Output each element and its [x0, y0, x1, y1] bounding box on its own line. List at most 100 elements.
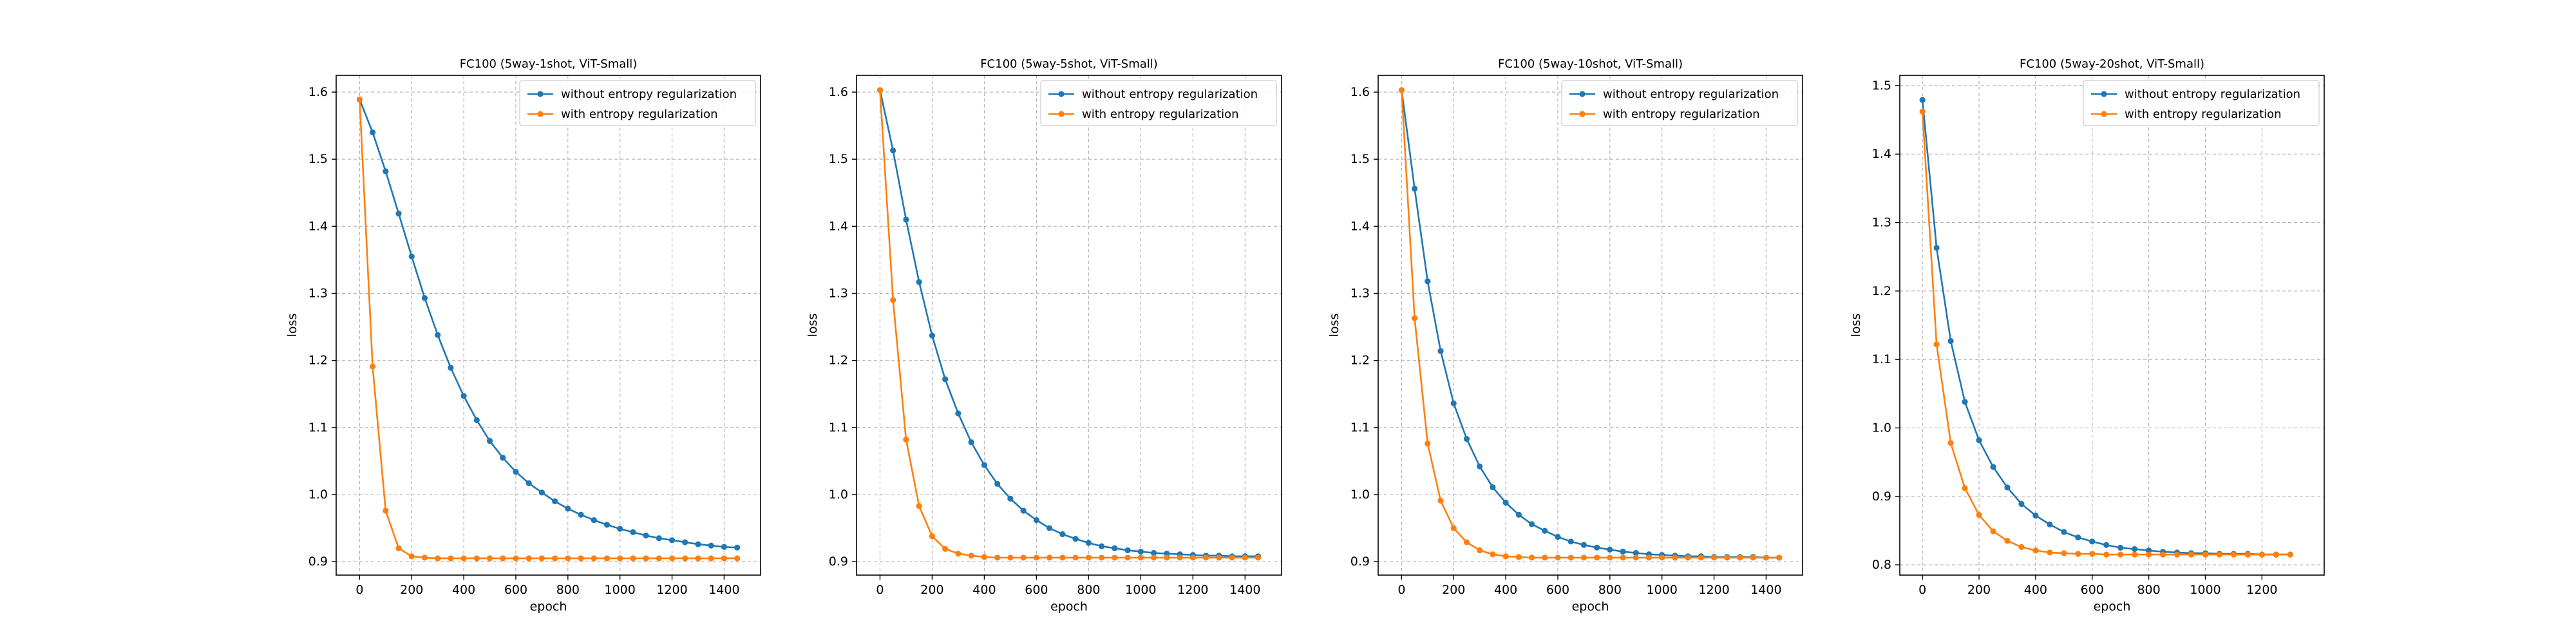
data-point	[1594, 544, 1600, 551]
data-point	[1437, 497, 1444, 504]
data-point	[695, 555, 701, 562]
y-axis-label: loss	[285, 314, 299, 337]
x-tick-label: 600	[2081, 583, 2104, 597]
legend-label-series-2: with entropy regularization	[1603, 108, 1760, 121]
data-point	[1033, 516, 1039, 524]
x-tick-label: 400	[452, 583, 475, 597]
data-point	[1976, 511, 1982, 518]
data-point	[1515, 554, 1522, 560]
x-tick-label: 800	[556, 583, 580, 597]
data-point	[2117, 551, 2124, 558]
data-point	[383, 168, 389, 175]
data-point	[617, 555, 623, 562]
x-tick-label: 1200	[1177, 583, 1208, 597]
series-2	[1919, 108, 2293, 558]
data-point	[552, 555, 558, 562]
y-tick-label: 1.0	[829, 488, 848, 502]
legend-label-series-2: with entropy regularization	[1082, 108, 1239, 121]
x-tick-label: 400	[1494, 583, 1517, 597]
data-point	[1412, 185, 1418, 192]
data-point	[942, 545, 949, 552]
data-point	[1150, 554, 1157, 561]
y-tick-label: 1.1	[1872, 352, 1891, 366]
data-point	[1607, 554, 1613, 561]
legend-label-series-2: with entropy regularization	[561, 108, 718, 121]
legend-swatch-marker	[1579, 111, 1586, 117]
data-point	[1919, 108, 1926, 115]
series-line	[879, 90, 1258, 559]
data-point	[2075, 534, 2081, 541]
data-point	[1164, 554, 1170, 561]
y-tick-label: 0.9	[829, 554, 848, 569]
data-point	[603, 522, 611, 528]
data-point	[2146, 551, 2152, 558]
series-line	[359, 99, 737, 549]
data-point	[695, 541, 701, 547]
x-tick-label: 1400	[1750, 583, 1781, 597]
data-point	[565, 506, 571, 512]
x-tick-label: 0	[876, 583, 884, 597]
data-point	[538, 555, 545, 562]
y-tick-label: 1.0	[1872, 421, 1891, 435]
data-point	[1059, 531, 1066, 538]
series-1	[1919, 97, 2293, 558]
legend-swatch-marker	[1579, 91, 1586, 97]
y-tick-label: 1.4	[829, 219, 848, 233]
data-point	[1633, 550, 1639, 556]
data-point	[1580, 554, 1587, 561]
x-tick-label: 0	[355, 583, 363, 597]
data-point	[2146, 547, 2152, 554]
data-point	[1542, 554, 1548, 561]
series-2	[1398, 87, 1783, 561]
data-point	[2103, 551, 2110, 558]
data-point	[734, 544, 741, 551]
data-point	[2117, 544, 2124, 551]
data-point	[1059, 554, 1066, 561]
data-point	[2103, 542, 2110, 548]
data-point	[1502, 553, 1509, 560]
data-point	[1933, 245, 1940, 251]
x-axis-label: epoch	[2094, 600, 2131, 614]
x-tick-label: 200	[920, 583, 943, 597]
data-point	[981, 554, 988, 560]
data-point	[968, 553, 974, 559]
data-point	[1177, 554, 1183, 561]
x-tick-label: 0	[1918, 583, 1926, 597]
data-point	[942, 376, 949, 383]
data-point	[1976, 437, 1982, 444]
data-point	[1477, 547, 1483, 554]
legend-swatch-marker	[537, 111, 544, 117]
data-point	[1033, 554, 1039, 561]
data-point	[1189, 554, 1196, 561]
data-point	[565, 555, 571, 562]
data-point	[578, 511, 584, 518]
data-point	[1085, 554, 1092, 561]
x-tick-label: 600	[1546, 583, 1569, 597]
y-axis-label: loss	[1327, 314, 1341, 337]
legend: without entropy regularization with entr…	[1561, 80, 1798, 126]
data-point	[994, 554, 1001, 561]
data-point	[1962, 485, 1968, 491]
data-point	[682, 539, 688, 545]
legend-swatch-marker	[1058, 111, 1065, 117]
data-point	[578, 555, 584, 562]
series-line	[879, 90, 1258, 558]
data-point	[1919, 97, 1926, 103]
data-point	[2202, 551, 2209, 558]
y-tick-label: 1.6	[1350, 85, 1370, 99]
legend-box	[1040, 80, 1277, 126]
legend: without entropy regularization with entr…	[1040, 80, 1277, 126]
data-point	[903, 436, 909, 443]
data-point	[1072, 536, 1079, 542]
data-point	[1645, 554, 1653, 561]
data-point	[1398, 87, 1405, 93]
data-point	[395, 545, 402, 551]
data-point	[1112, 545, 1118, 551]
data-point	[1710, 554, 1718, 561]
x-tick-label: 400	[972, 583, 996, 597]
legend-label-series-1: without entropy regularization	[2125, 88, 2300, 101]
data-point	[1776, 554, 1783, 561]
data-point	[1620, 554, 1626, 561]
y-tick-label: 1.0	[308, 488, 328, 502]
data-point	[1542, 527, 1548, 534]
